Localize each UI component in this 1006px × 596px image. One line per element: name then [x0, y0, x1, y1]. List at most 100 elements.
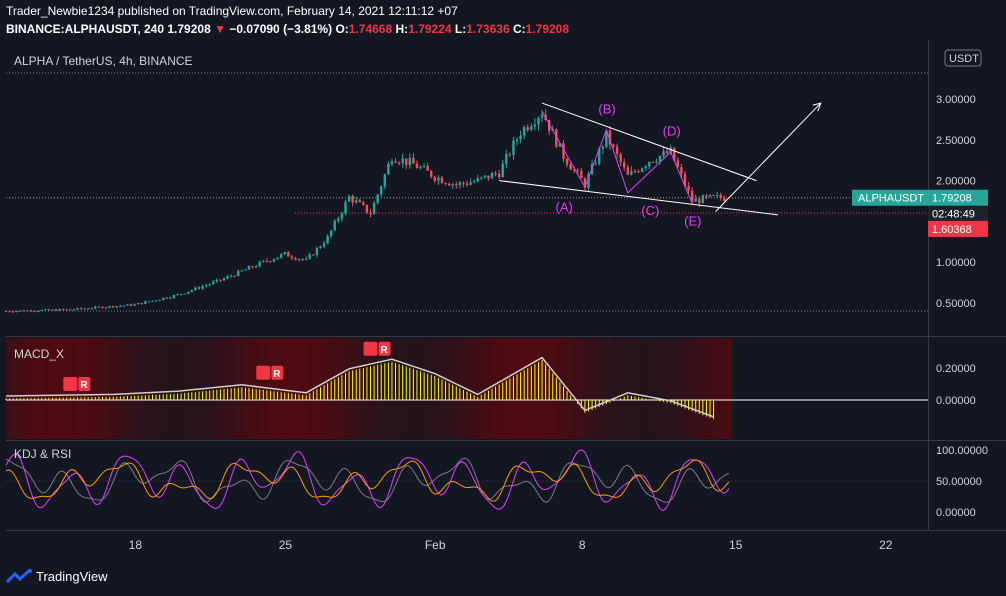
macd-bg-band — [714, 338, 720, 439]
candle-body — [276, 257, 279, 260]
candle-body — [108, 306, 111, 308]
candle-body — [61, 309, 65, 311]
candle-body — [11, 311, 15, 313]
candle-body — [79, 308, 83, 310]
countdown-value: 02:48:49 — [932, 209, 975, 221]
candle-body — [526, 127, 529, 130]
candle-body — [358, 200, 361, 203]
bear-marker-icon — [363, 341, 378, 356]
candle-body — [390, 161, 394, 165]
kdj-tick-label: 0.00000 — [936, 507, 976, 519]
macd-bg-band — [480, 338, 486, 439]
macd-bg-band — [372, 338, 378, 439]
candle-body — [240, 270, 244, 272]
candle-body — [104, 307, 108, 309]
candle-body — [701, 195, 705, 204]
candle-body — [36, 310, 40, 312]
candle-body — [487, 175, 490, 179]
macd-bg-band — [630, 338, 636, 439]
macd-bg-band — [234, 338, 240, 439]
candle-body — [229, 275, 233, 277]
candle-body — [430, 170, 433, 177]
candle-body — [601, 146, 604, 149]
candle-body — [283, 252, 286, 255]
candle-body — [651, 161, 655, 163]
macd-bg-band — [222, 338, 228, 439]
macd-bg-band — [420, 338, 426, 439]
tradingview-brand: TradingView — [36, 568, 108, 584]
candle-body — [144, 301, 147, 304]
last-price-value: 1.79208 — [932, 193, 972, 205]
last-price-symbol: ALPHAUSDT — [858, 193, 924, 205]
candle-body — [22, 310, 26, 312]
candle-body — [101, 306, 104, 309]
chart-background — [0, 40, 1006, 562]
candle-body — [340, 213, 344, 219]
candle-body — [112, 306, 115, 308]
candle-body — [269, 261, 272, 263]
candle-body — [623, 162, 626, 168]
candle-body — [419, 167, 422, 169]
candle-body — [258, 261, 261, 267]
macd-bg-band — [690, 338, 696, 439]
macd-bg-band — [258, 338, 264, 439]
time-tick-label: 25 — [279, 538, 293, 552]
macd-bg-band — [12, 338, 18, 439]
macd-bg-band — [672, 338, 678, 439]
macd-bg-band — [696, 338, 702, 439]
candle-body — [648, 161, 651, 167]
candle-body — [355, 200, 358, 203]
candle-body — [462, 182, 465, 184]
candle-body — [137, 303, 140, 305]
macd-bg-band — [582, 338, 588, 439]
candle-body — [433, 176, 437, 181]
tradingview-logo[interactable]: TradingView — [6, 568, 108, 584]
candle-body — [569, 164, 572, 170]
high-value: 1.79224 — [408, 22, 452, 36]
macd-bg-band — [96, 338, 102, 439]
candle-body — [262, 260, 265, 262]
candle-body — [605, 130, 608, 147]
macd-bg-band — [108, 338, 114, 439]
current-price: 1.79208 — [167, 22, 211, 36]
chart-canvas[interactable]: 0.500001.000001.500002.000002.500003.000… — [0, 40, 1006, 562]
r-marker-box — [271, 365, 284, 380]
candle-body — [537, 117, 540, 125]
price-change: −0.07090 (−3.81%) — [229, 22, 333, 36]
candle-body — [304, 258, 308, 260]
candle-body — [165, 297, 169, 299]
candle-body — [19, 310, 22, 312]
candle-body — [612, 144, 615, 147]
kdj-tick-label: 50.00000 — [936, 476, 982, 488]
candle-body — [4, 311, 8, 313]
candle-body — [558, 143, 562, 147]
candle-body — [319, 246, 322, 248]
candle-body — [573, 169, 576, 171]
macd-bg-band — [330, 338, 336, 439]
kdj-label: KDJ & RSI — [14, 447, 71, 461]
candle-body — [247, 266, 251, 270]
upper-trendline — [541, 102, 757, 182]
candle-body — [219, 279, 222, 281]
macd-bg-band — [42, 338, 48, 439]
time-tick-label: 18 — [129, 538, 143, 552]
candle-body — [244, 269, 247, 271]
candle-body — [690, 190, 694, 202]
kdj-j-line — [5, 449, 730, 512]
macd-bg-band — [618, 338, 624, 439]
pattern-label-e: (E) — [684, 213, 701, 228]
publish-info: Trader_Newbie1234 published on TradingVi… — [6, 4, 458, 18]
tradingview-icon — [6, 568, 32, 584]
candle-body — [29, 310, 33, 312]
candle-body — [715, 194, 719, 196]
candle-body — [483, 175, 487, 178]
candle-body — [540, 114, 544, 118]
candle-body — [222, 278, 226, 281]
candle-body — [547, 120, 551, 131]
macd-bg-band — [252, 338, 258, 439]
candle-body — [508, 154, 512, 156]
candle-body — [490, 173, 494, 179]
candle-body — [662, 151, 665, 157]
candle-body — [626, 167, 630, 175]
candle-body — [126, 304, 129, 306]
